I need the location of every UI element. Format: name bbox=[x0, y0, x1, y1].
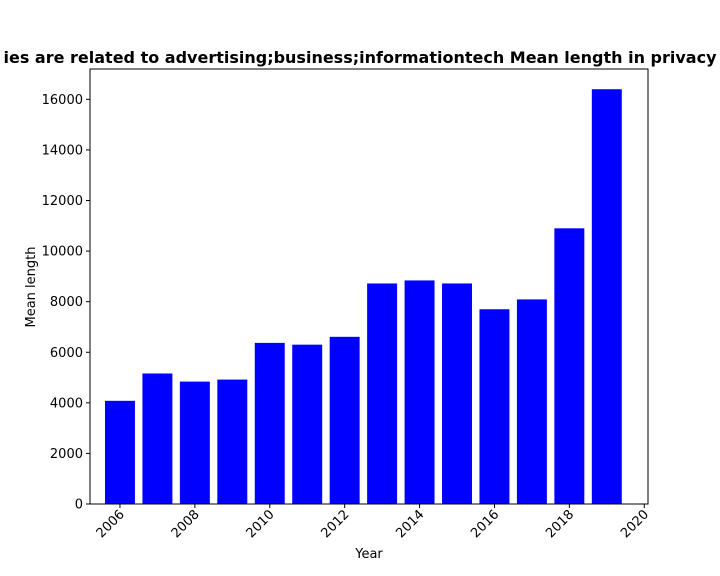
bar-2012 bbox=[329, 336, 360, 504]
bar-2011 bbox=[292, 344, 323, 504]
bar-2013 bbox=[367, 283, 398, 504]
bar-2010 bbox=[254, 342, 285, 504]
x-axis-label: Year bbox=[354, 547, 383, 562]
bar-2006 bbox=[104, 400, 135, 504]
y-tick-label: 6000 bbox=[50, 346, 83, 361]
y-tick-label: 14000 bbox=[42, 143, 83, 158]
bar-2009 bbox=[217, 379, 248, 504]
bar-2014 bbox=[404, 280, 435, 504]
y-tick-label: 12000 bbox=[42, 194, 83, 209]
x-tick-label: 2016 bbox=[468, 507, 502, 541]
y-axis-ticks: 0 2000 4000 6000 8000 10000 12000 14000 16000 bbox=[42, 93, 90, 513]
x-tick-label: 2012 bbox=[318, 507, 352, 541]
bar-2017 bbox=[516, 299, 547, 504]
y-tick-label: 16000 bbox=[42, 93, 83, 108]
x-tick-label: 2008 bbox=[169, 507, 203, 541]
bar-2019 bbox=[591, 89, 622, 505]
x-tick-label: 2006 bbox=[94, 507, 128, 541]
y-tick-label: 4000 bbox=[50, 396, 83, 411]
y-axis-label: Mean length bbox=[24, 247, 39, 328]
bar-2008 bbox=[179, 381, 210, 504]
bar-2015 bbox=[442, 283, 472, 504]
x-axis-ticks: 2006 2008 2010 2012 2014 2016 2018 2020 bbox=[94, 504, 652, 541]
bars bbox=[104, 89, 622, 505]
x-tick-label: 2018 bbox=[543, 507, 577, 541]
y-tick-label: 2000 bbox=[50, 447, 83, 462]
bar-2018 bbox=[554, 228, 585, 504]
y-tick-label: 10000 bbox=[42, 245, 83, 260]
chart-title: ies are related to advertising;business;… bbox=[3, 48, 717, 67]
bar-2016 bbox=[479, 309, 510, 504]
plot-frame bbox=[89, 68, 649, 505]
y-tick-label: 8000 bbox=[50, 295, 83, 310]
x-tick-label: 2014 bbox=[393, 507, 427, 541]
x-tick-label: 2010 bbox=[244, 507, 278, 541]
y-tick-label: 0 bbox=[75, 498, 83, 513]
x-tick-label: 2020 bbox=[618, 507, 652, 541]
bar-2007 bbox=[142, 373, 173, 504]
